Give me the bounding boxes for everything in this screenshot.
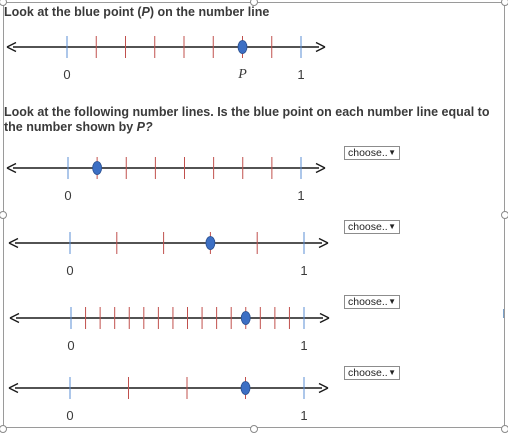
blue-point: [237, 40, 248, 54]
resize-handle-middle-left[interactable]: [0, 211, 7, 219]
right-arrow-icon: [318, 382, 329, 394]
dropdown-arrow-icon: ▼: [388, 222, 396, 231]
resize-handle-top-right[interactable]: [501, 0, 508, 6]
right-arrow-icon: [315, 41, 326, 53]
left-arrow-icon: [6, 41, 17, 53]
answer-dropdown-3[interactable]: choose.. ▼: [344, 295, 400, 309]
blue-point: [205, 236, 216, 250]
label-one: 1: [297, 67, 304, 82]
dropdown-value: choose..: [348, 367, 388, 379]
prompt-reference-point: Look at the blue point (P) on the number…: [4, 5, 269, 20]
blue-point: [92, 161, 103, 175]
answer-dropdown-4[interactable]: choose.. ▼: [344, 366, 400, 380]
label-p: P: [237, 67, 247, 82]
right-arrow-icon: [319, 312, 330, 324]
dropdown-value: choose..: [348, 221, 388, 233]
label-zero: 0: [64, 188, 71, 203]
edge-marker: [503, 309, 508, 318]
label-one: 1: [300, 408, 307, 423]
prompt1-text-after: ) on the number line: [149, 5, 270, 19]
right-arrow-icon: [315, 162, 326, 174]
prompt2-line2-text: the number shown by: [4, 120, 137, 134]
left-arrow-icon: [9, 312, 20, 324]
left-arrow-icon: [6, 162, 17, 174]
dropdown-value: choose..: [348, 147, 388, 159]
answer-dropdown-1[interactable]: choose.. ▼: [344, 146, 400, 160]
left-arrow-icon: [8, 237, 19, 249]
right-arrow-icon: [318, 237, 329, 249]
prompt1-variable: P: [141, 5, 150, 19]
blue-point: [240, 381, 251, 395]
dropdown-arrow-icon: ▼: [388, 297, 396, 306]
left-arrow-icon: [8, 382, 19, 394]
label-one: 1: [300, 338, 307, 353]
resize-handle-middle-right[interactable]: [501, 211, 508, 219]
dropdown-arrow-icon: ▼: [388, 368, 396, 377]
label-zero: 0: [63, 67, 70, 82]
label-one: 1: [297, 188, 304, 203]
prompt-compare: Look at the following number lines. Is t…: [4, 105, 489, 135]
prompt2-line1: Look at the following number lines. Is t…: [4, 105, 490, 119]
resize-handle-top-left[interactable]: [0, 0, 7, 6]
prompt2-line2: the number shown by P?: [4, 120, 489, 135]
blue-point: [240, 311, 251, 325]
label-one: 1: [300, 263, 307, 278]
answer-dropdown-2[interactable]: choose.. ▼: [344, 220, 400, 234]
prompt2-variable: P?: [136, 120, 153, 134]
dropdown-value: choose..: [348, 296, 388, 308]
label-zero: 0: [66, 263, 73, 278]
resize-handle-top-middle[interactable]: [250, 0, 258, 6]
dropdown-arrow-icon: ▼: [388, 148, 396, 157]
label-zero: 0: [66, 408, 73, 423]
label-zero: 0: [67, 338, 74, 353]
prompt1-text-before: Look at the blue point (: [4, 5, 142, 19]
